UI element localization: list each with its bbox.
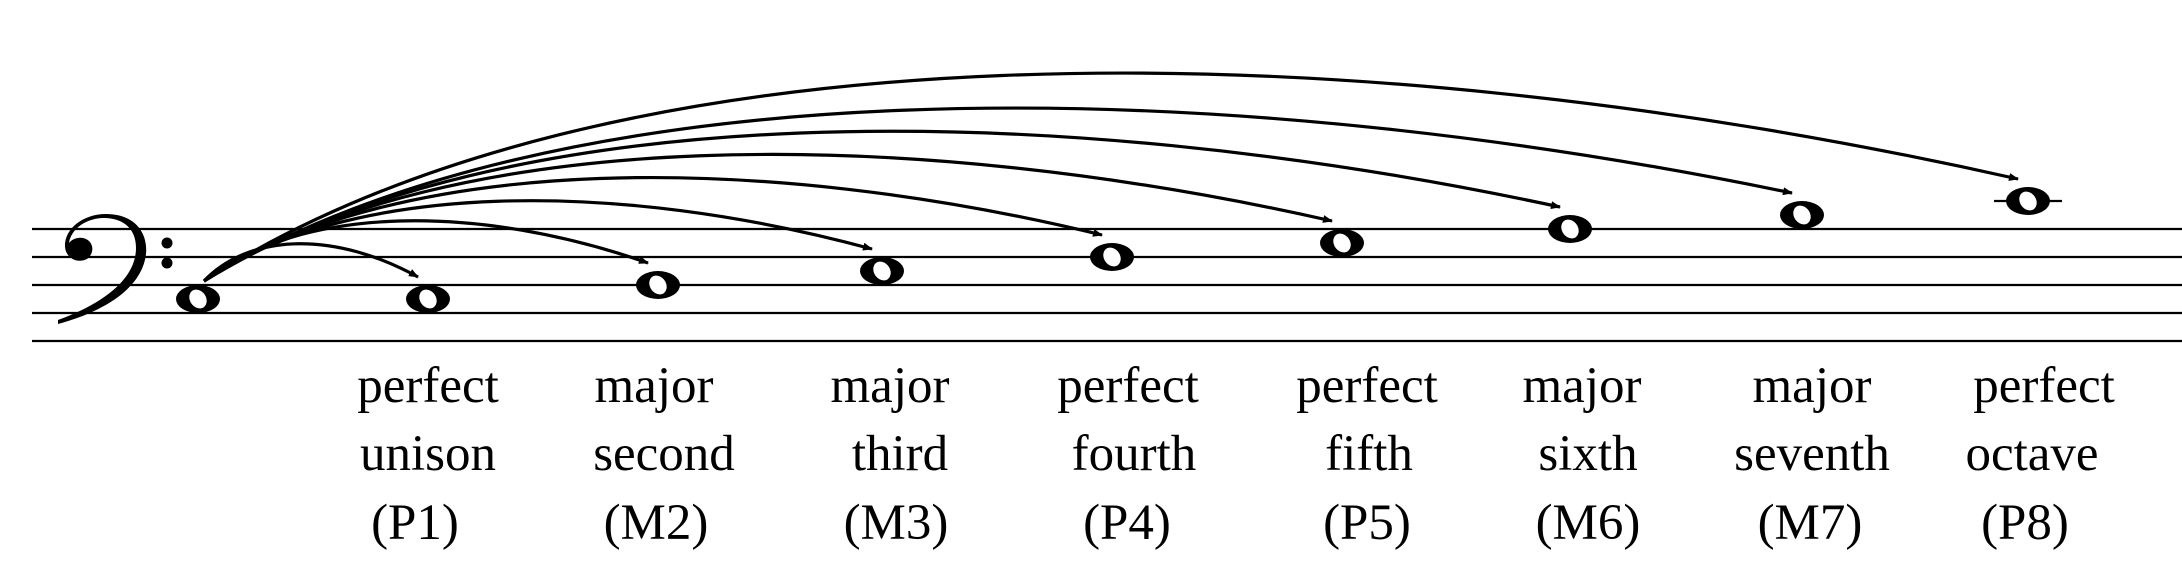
interval-arrows: [202, 71, 2019, 283]
label-sixth: major sixth (M6): [1523, 358, 1642, 551]
label-abbr: (M3): [844, 495, 949, 551]
whole-note: [636, 271, 680, 299]
label-line2: fifth: [1325, 426, 1413, 482]
interval-arrow: [203, 106, 1793, 283]
bass-clef-icon: [58, 214, 173, 324]
target-notes: [406, 187, 2062, 313]
label-abbr: (M7): [1758, 495, 1863, 551]
whole-note: [1994, 187, 2062, 215]
label-fourth: perfect fourth (P4): [1057, 358, 1199, 551]
label-line2: unison: [360, 426, 496, 482]
whole-note: [1090, 243, 1134, 271]
label-abbr: (P5): [1323, 495, 1411, 551]
label-line2: sixth: [1538, 426, 1637, 482]
label-line1: perfect: [1296, 358, 1438, 414]
label-seventh: major seventh (M7): [1734, 358, 1890, 551]
whole-note: [1548, 215, 1592, 243]
label-abbr: (M6): [1536, 495, 1641, 551]
whole-note: [406, 285, 450, 313]
label-line1: major: [595, 358, 714, 414]
label-line1: major: [1523, 358, 1642, 414]
label-line1: perfect: [357, 358, 499, 414]
label-abbr: (M2): [604, 495, 709, 551]
start-note-c3: [176, 285, 220, 313]
label-octave: perfect octave (P8): [1965, 358, 2114, 551]
label-line1: perfect: [1057, 358, 1199, 414]
whole-note: [1320, 229, 1364, 257]
whole-note: [176, 285, 220, 313]
label-line2: third: [852, 426, 948, 482]
label-line1: major: [831, 358, 950, 414]
label-abbr: (P4): [1083, 495, 1171, 551]
label-line2: fourth: [1072, 426, 1197, 482]
label-abbr: (P1): [371, 495, 459, 551]
interval-labels: perfect unison (P1) major second (M2) ma…: [357, 358, 2115, 551]
label-third: major third (M3): [831, 358, 950, 551]
label-line2: seventh: [1734, 426, 1890, 482]
label-second: major second (M2): [593, 358, 735, 551]
interval-arrow: [203, 71, 2019, 283]
label-line1: major: [1753, 358, 1872, 414]
label-abbr: (P8): [1981, 495, 2069, 551]
whole-note: [1780, 201, 1824, 229]
interval-arrow: [203, 152, 1333, 283]
staff: [32, 227, 2182, 343]
interval-arrow: [202, 242, 419, 283]
label-line2: second: [593, 426, 735, 482]
label-line2: octave: [1965, 426, 2098, 482]
label-unison: perfect unison (P1): [357, 358, 499, 551]
interval-arrow: [203, 199, 873, 283]
label-line1: perfect: [1973, 358, 2115, 414]
whole-note: [860, 257, 904, 285]
label-fifth: perfect fifth (P5): [1296, 358, 1438, 551]
